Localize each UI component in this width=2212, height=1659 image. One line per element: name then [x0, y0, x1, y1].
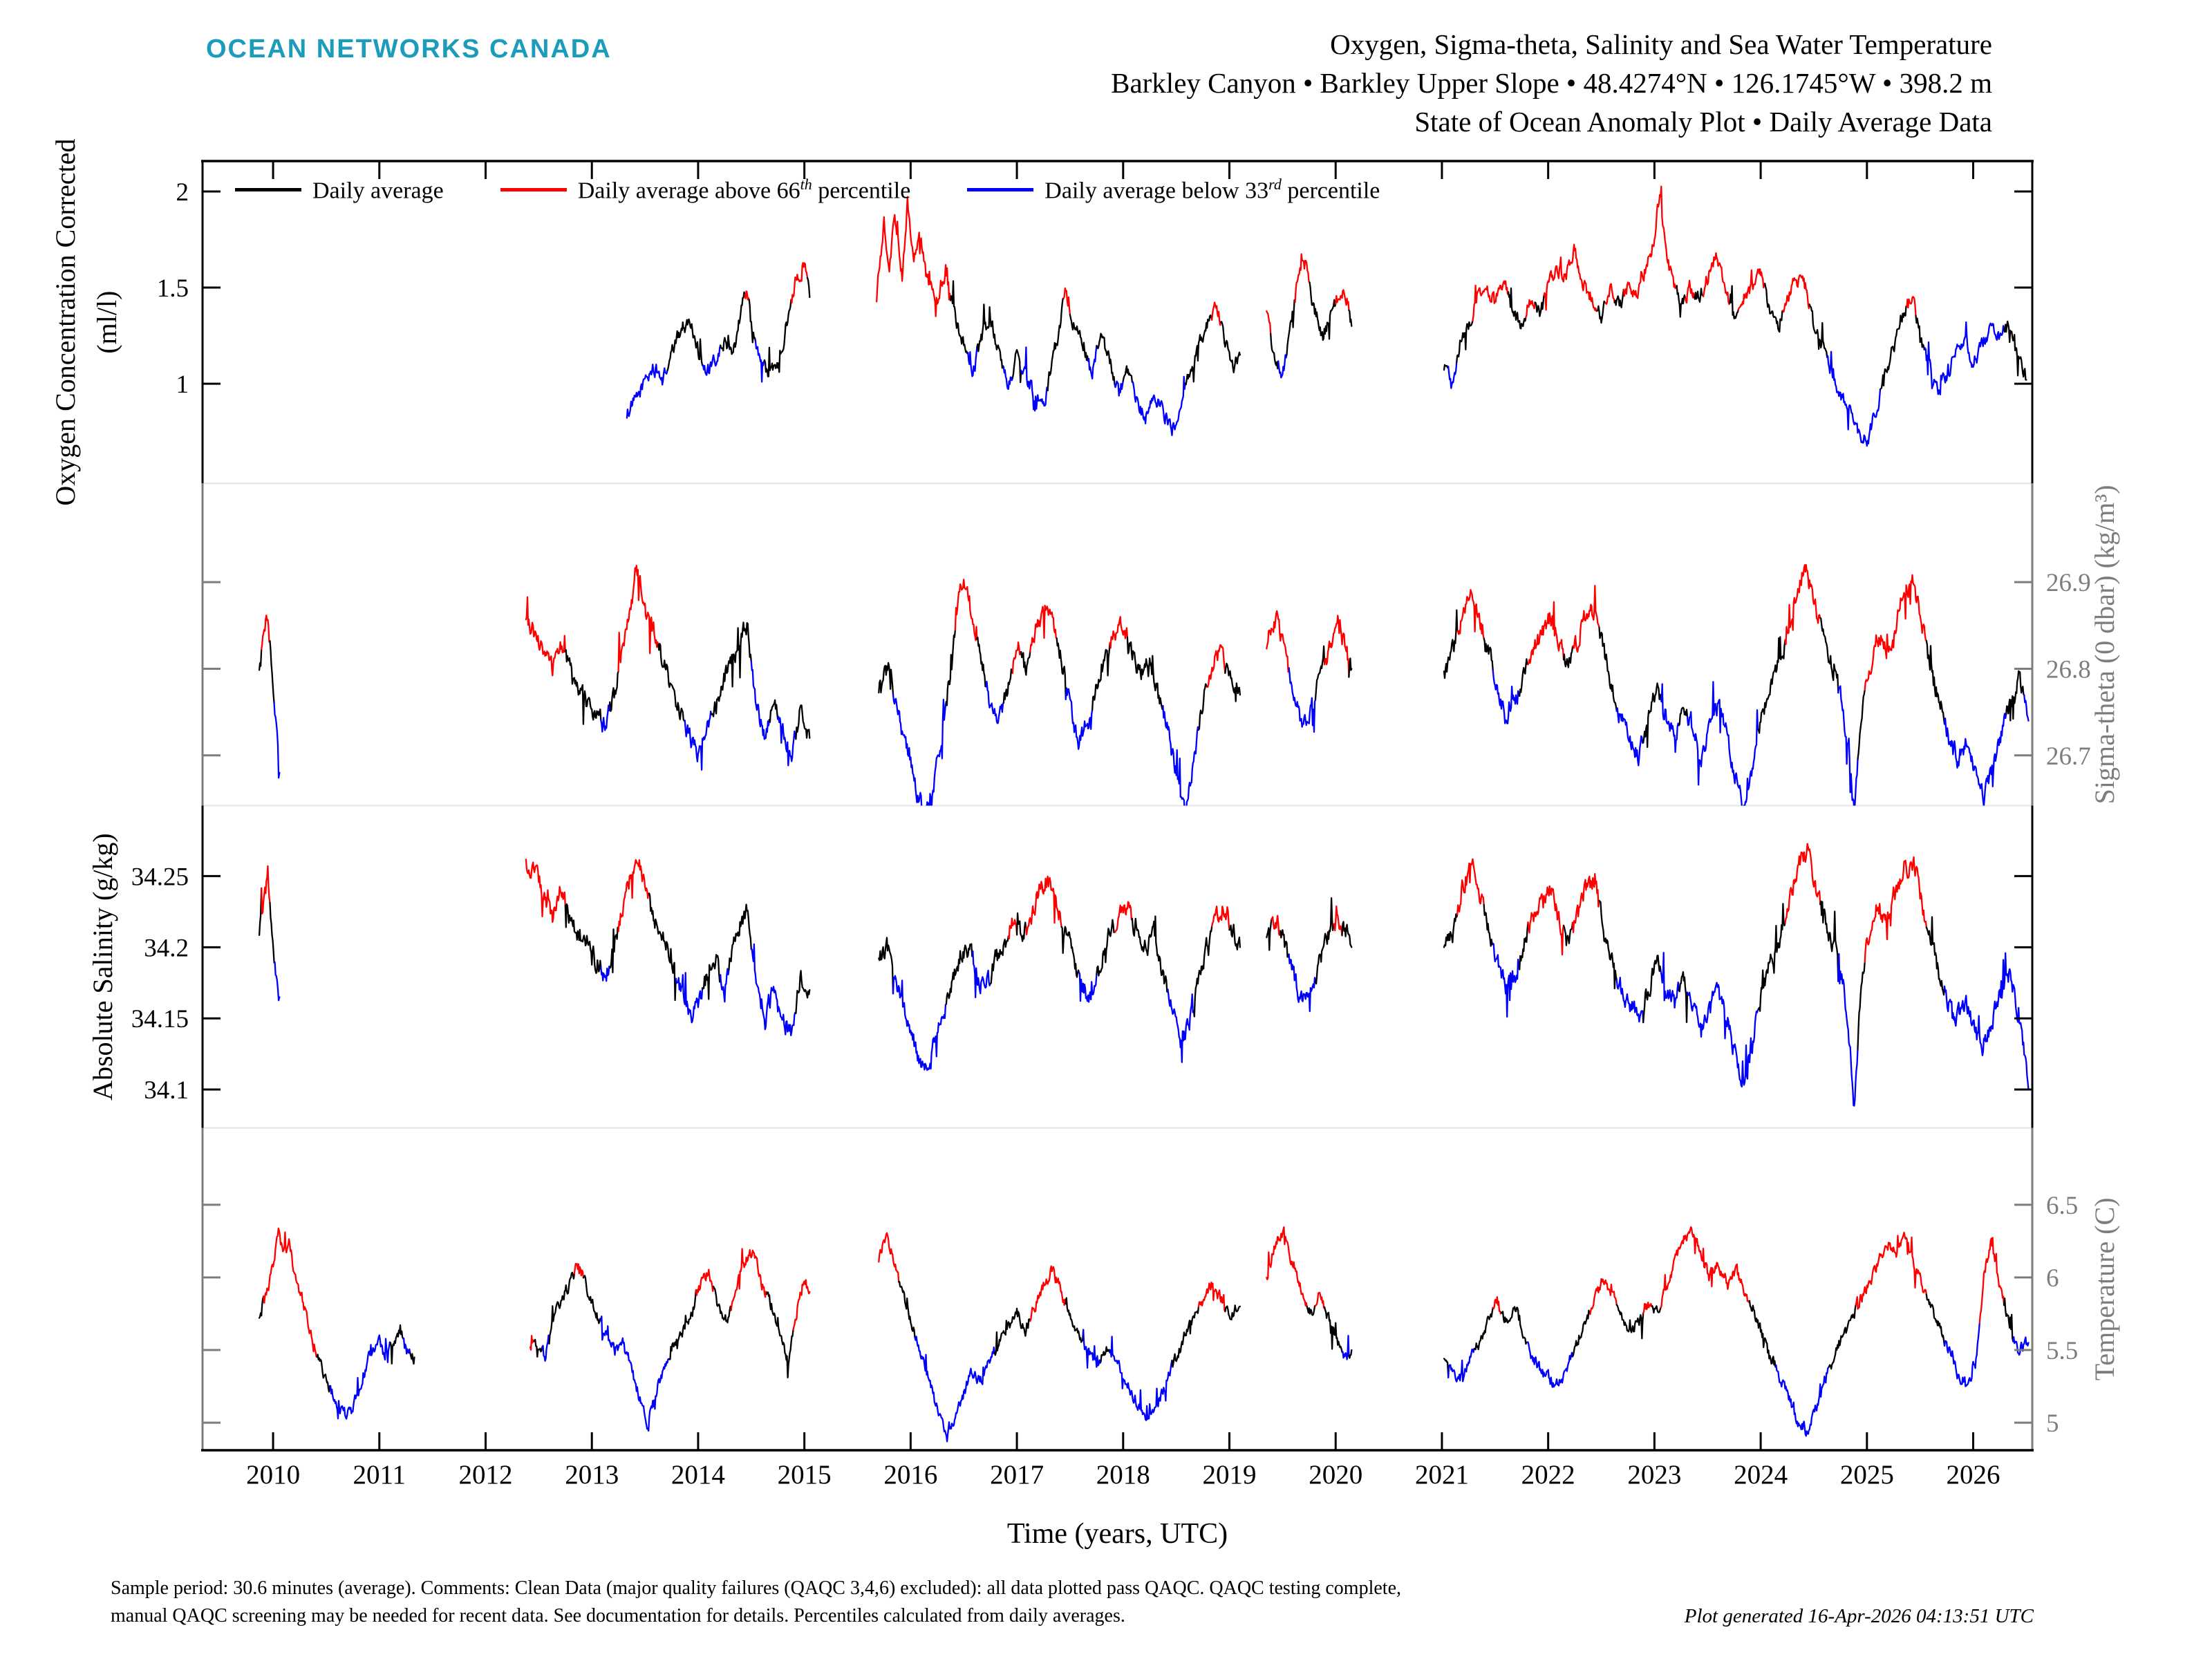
- svg-text:1: 1: [176, 371, 189, 399]
- legend-text: Daily average below 33: [1044, 178, 1269, 204]
- svg-text:2021: 2021: [1415, 1460, 1469, 1490]
- legend-sup: th: [800, 176, 812, 193]
- legend-item-above-66th: Daily average above 66th percentile: [500, 176, 911, 204]
- svg-text:Sigma-theta (0 dbar) (kg/m³): Sigma-theta (0 dbar) (kg/m³): [2089, 485, 2120, 804]
- footer-comment-line-1: Sample period: 30.6 minutes (average). C…: [111, 1577, 1402, 1599]
- legend-label: Daily average above 66th percentile: [578, 176, 911, 204]
- svg-text:2011: 2011: [353, 1460, 406, 1490]
- svg-text:5: 5: [2046, 1409, 2059, 1438]
- plot-title-line-3: State of Ocean Anomaly Plot • Daily Aver…: [1414, 106, 1992, 138]
- legend-swatch: [235, 188, 301, 192]
- svg-text:2012: 2012: [459, 1460, 513, 1490]
- svg-text:Oxygen Concentration Corrected: Oxygen Concentration Corrected: [50, 139, 81, 506]
- svg-text:2025: 2025: [1840, 1460, 1894, 1490]
- svg-text:26.7: 26.7: [2046, 742, 2091, 771]
- title-block: Oxygen, Sigma-theta, Salinity and Sea Wa…: [1111, 25, 1992, 141]
- svg-text:Time (years, UTC): Time (years, UTC): [1007, 1518, 1228, 1550]
- svg-text:26.8: 26.8: [2046, 655, 2091, 684]
- svg-text:34.15: 34.15: [131, 1005, 189, 1033]
- svg-text:2010: 2010: [246, 1460, 300, 1490]
- svg-text:34.25: 34.25: [131, 863, 189, 891]
- footer-comment-line-2: manual QAQC screening may be needed for …: [111, 1605, 1125, 1627]
- plot-title-line-1: Oxygen, Sigma-theta, Salinity and Sea Wa…: [1330, 28, 1992, 60]
- svg-text:2019: 2019: [1203, 1460, 1257, 1490]
- svg-text:2015: 2015: [778, 1460, 832, 1490]
- plot-title-line-2: Barkley Canyon • Barkley Upper Slope • 4…: [1111, 67, 1992, 99]
- legend-text: Daily average: [312, 178, 444, 204]
- legend-swatch: [967, 188, 1034, 192]
- ocean-networks-canada-logo: OCEAN NETWORKS CANADA: [206, 35, 612, 64]
- svg-text:2017: 2017: [990, 1460, 1044, 1490]
- svg-text:6: 6: [2046, 1264, 2059, 1293]
- svg-text:2022: 2022: [1521, 1460, 1575, 1490]
- legend-item-daily-average: Daily average: [235, 176, 444, 204]
- svg-text:2023: 2023: [1627, 1460, 1681, 1490]
- svg-text:5.5: 5.5: [2046, 1337, 2078, 1365]
- svg-text:Temperature (C): Temperature (C): [2089, 1197, 2120, 1380]
- legend-item-below-33rd: Daily average below 33rd percentile: [967, 176, 1380, 204]
- svg-text:34.2: 34.2: [144, 934, 189, 962]
- legend-label: Daily average below 33rd percentile: [1044, 176, 1380, 204]
- svg-text:26.9: 26.9: [2046, 569, 2091, 597]
- svg-text:(ml/l): (ml/l): [91, 291, 122, 354]
- svg-text:2026: 2026: [1947, 1460, 2000, 1490]
- svg-text:2024: 2024: [1734, 1460, 1788, 1490]
- legend-sup: rd: [1268, 176, 1282, 193]
- svg-text:2013: 2013: [565, 1460, 619, 1490]
- svg-text:2018: 2018: [1096, 1460, 1150, 1490]
- legend-text: percentile: [1281, 178, 1380, 204]
- svg-text:34.1: 34.1: [144, 1076, 189, 1105]
- legend-text: Daily average above 66: [577, 178, 800, 204]
- legend-swatch: [500, 188, 567, 192]
- svg-text:2020: 2020: [1309, 1460, 1362, 1490]
- plot-generated-timestamp: Plot generated 16-Apr-2026 04:13:51 UTC: [1684, 1605, 2034, 1627]
- svg-text:2014: 2014: [671, 1460, 725, 1490]
- svg-text:1.5: 1.5: [157, 274, 189, 303]
- svg-text:2016: 2016: [883, 1460, 937, 1490]
- legend-text: percentile: [812, 178, 911, 204]
- plot-legend: Daily average Daily average above 66th p…: [235, 176, 1436, 204]
- legend-label: Daily average: [312, 176, 444, 204]
- svg-text:6.5: 6.5: [2046, 1192, 2078, 1220]
- svg-text:2: 2: [176, 178, 189, 207]
- svg-text:Absolute Salinity (g/kg): Absolute Salinity (g/kg): [87, 833, 118, 1100]
- footer-comments: Sample period: 30.6 minutes (average). C…: [111, 1575, 1401, 1630]
